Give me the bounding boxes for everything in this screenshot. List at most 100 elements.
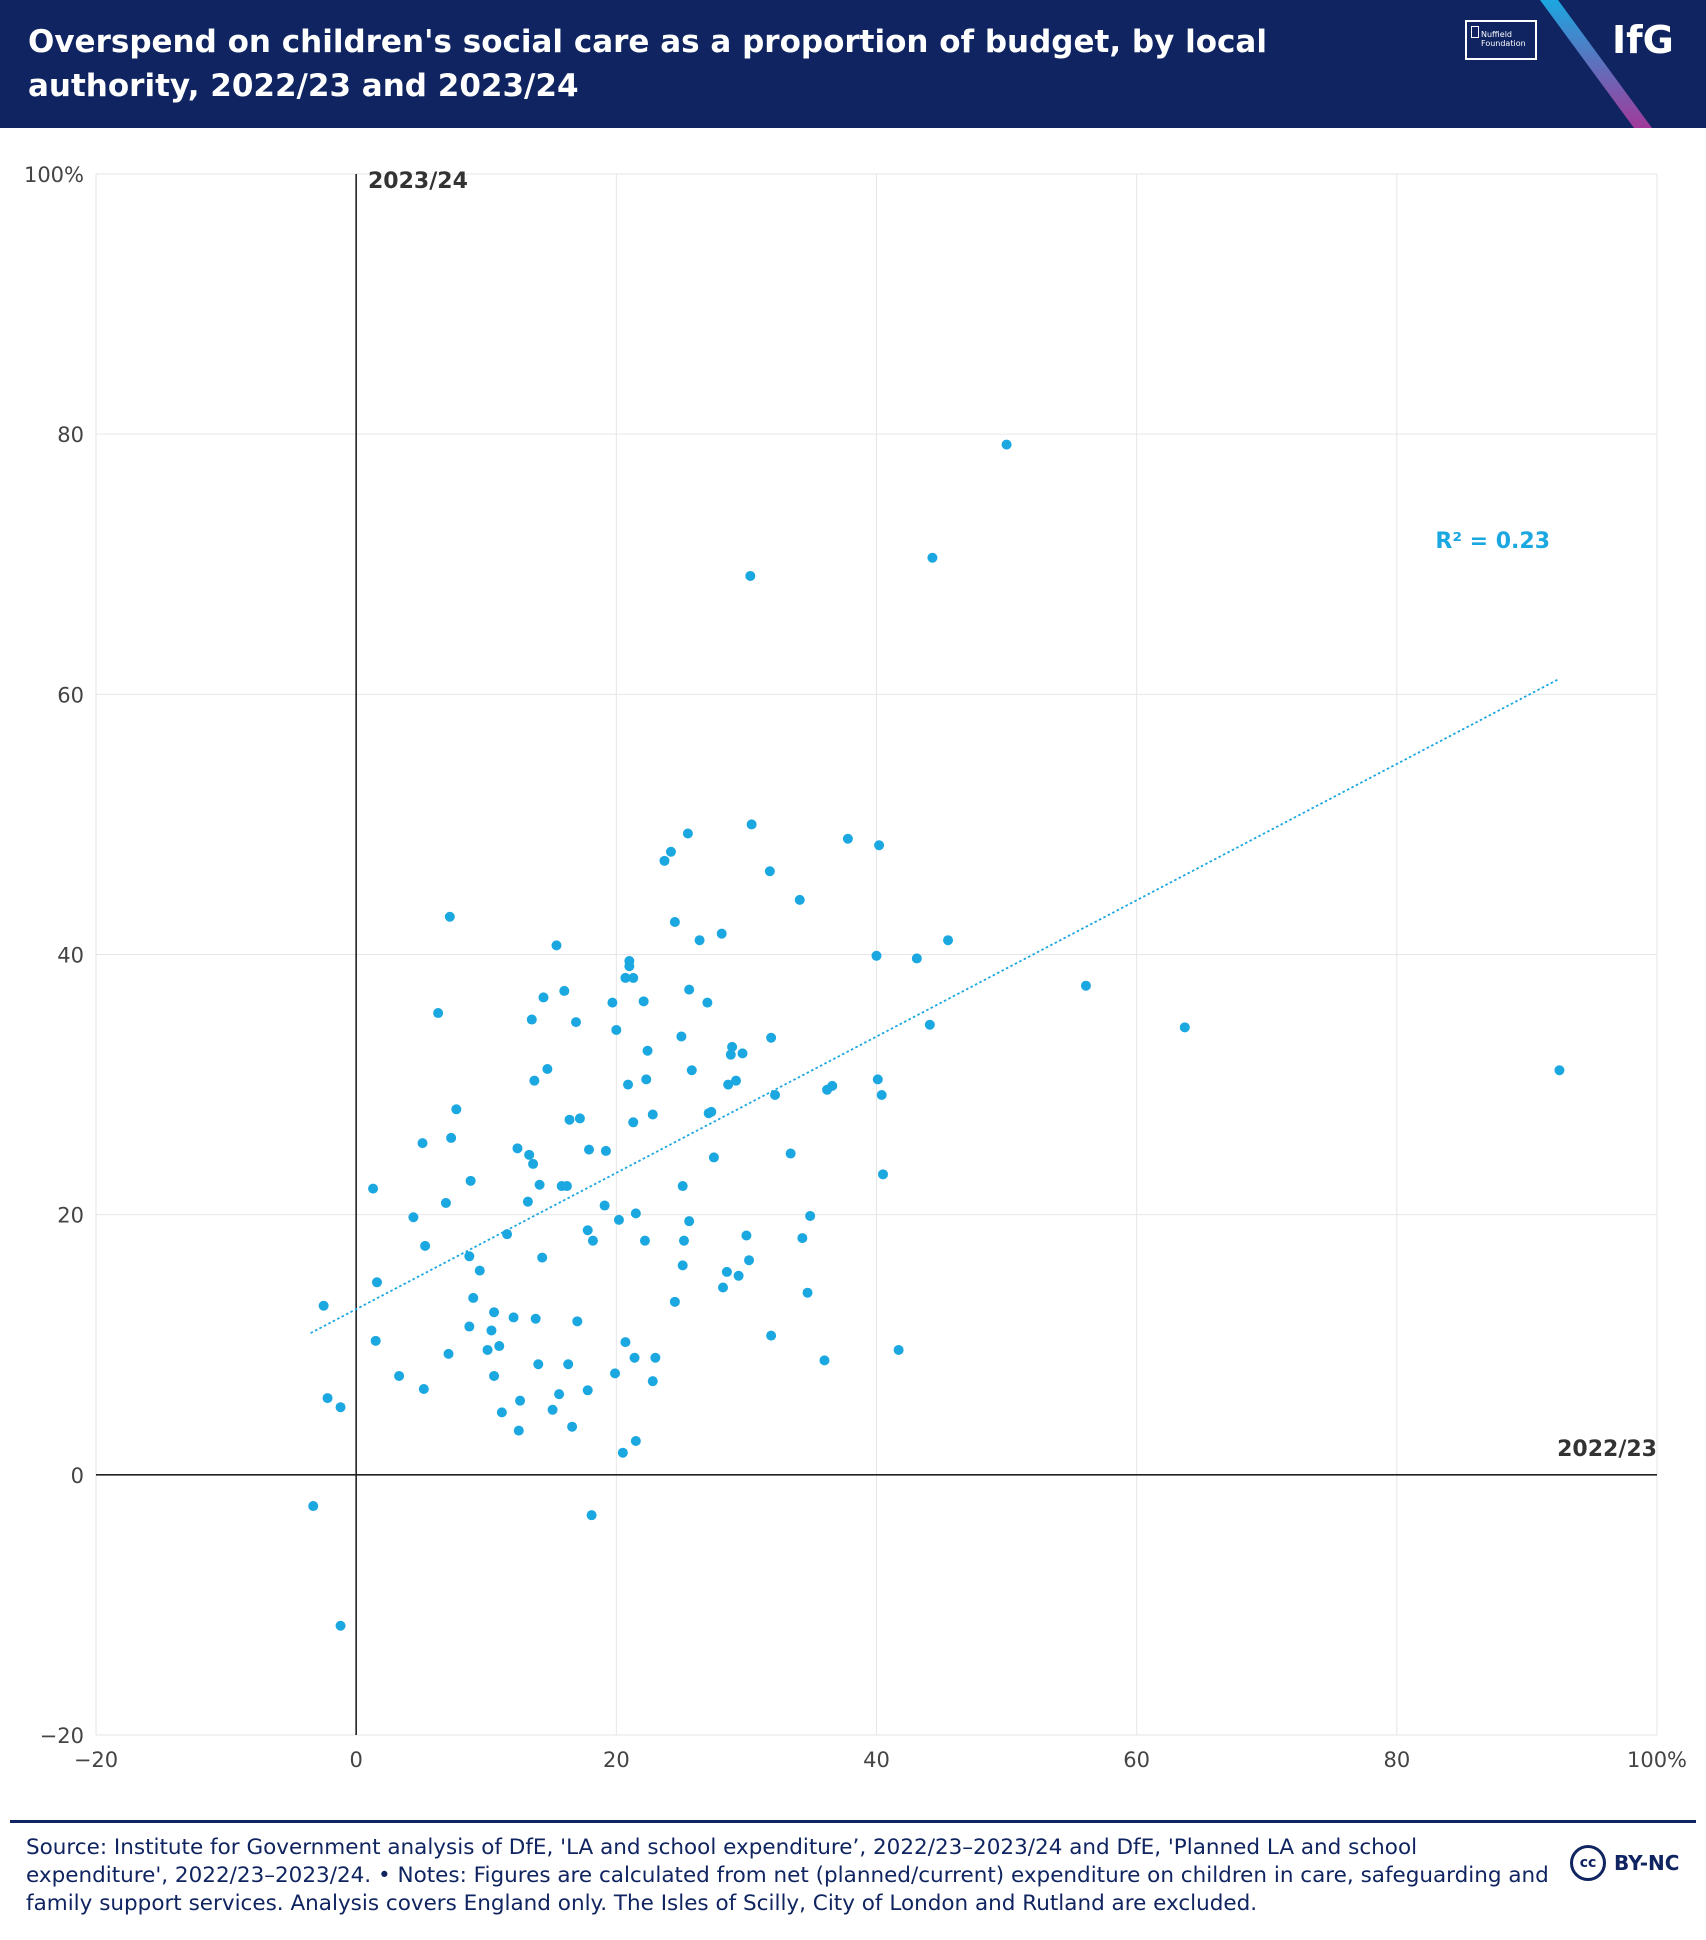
data-point [747,819,757,829]
data-point [610,1368,620,1378]
data-point [451,1104,461,1114]
data-point [624,961,634,971]
data-point [623,1080,633,1090]
data-point [319,1301,329,1311]
data-point [489,1307,499,1317]
data-point [559,986,569,996]
y-tick-label: 100% [24,163,84,187]
data-point [827,1081,837,1091]
data-point [336,1402,346,1412]
data-point [630,1353,640,1363]
data-point [734,1271,744,1281]
data-point [567,1422,577,1432]
data-point [943,935,953,945]
data-point [894,1345,904,1355]
data-point [843,834,853,844]
data-point [718,1283,728,1293]
creative-commons-icon: cc [1570,1845,1606,1881]
data-point [587,1510,597,1520]
x-tick-label: 20 [603,1748,630,1772]
data-point [805,1211,815,1221]
data-point [684,1216,694,1226]
data-point [717,929,727,939]
data-point [611,1025,621,1035]
data-point [475,1266,485,1276]
data-point [727,1042,737,1052]
data-point [563,1359,573,1369]
tick-labels: −20 0 20 40 60 80 100% −20 0 20 40 60 80 100% [24,163,1687,1772]
data-point [684,985,694,995]
data-point [583,1225,593,1235]
data-point [614,1215,624,1225]
data-point [912,953,922,963]
data-point [819,1355,829,1365]
data-point [878,1169,888,1179]
data-point [368,1184,378,1194]
y-axis-label: 2023/24 [368,169,468,194]
data-point [464,1322,474,1332]
ifg-logo: IfG [1612,18,1674,62]
data-point [441,1198,451,1208]
data-point [486,1325,496,1335]
data-point [670,917,680,927]
scatter-chart: −20 0 20 40 60 80 100% −20 0 20 40 60 80 100% 2022/23… [0,128,1706,1818]
data-point [308,1501,318,1511]
trendline-group [311,679,1560,1333]
data-point [1180,1022,1190,1032]
data-point [497,1407,507,1417]
x-axis-label: 2022/23 [1557,1437,1657,1462]
data-point [537,1253,547,1263]
data-point [533,1359,543,1369]
data-point [468,1293,478,1303]
data-point [1002,440,1012,450]
data-point [535,1180,545,1190]
header-banner: Overspend on children's social care as a… [0,0,1706,128]
data-point [509,1312,519,1322]
data-point [643,1046,653,1056]
data-point [676,1031,686,1041]
data-point [554,1389,564,1399]
data-point [483,1345,493,1355]
data-point [640,1236,650,1246]
x-tick-label: 60 [1123,1748,1150,1772]
data-point [795,895,805,905]
data-point [601,1146,611,1156]
data-point [466,1176,476,1186]
data-point [372,1277,382,1287]
data-point [765,866,775,876]
data-point [628,973,638,983]
data-point [528,1159,538,1169]
trendline [311,679,1560,1333]
data-point [731,1076,741,1086]
data-point [565,1115,575,1125]
data-point [741,1230,751,1240]
data-point [551,940,561,950]
data-point [371,1336,381,1346]
data-point [766,1331,776,1341]
data-point [583,1385,593,1395]
data-point [631,1208,641,1218]
data-point [877,1090,887,1100]
data-point [607,998,617,1008]
data-point [524,1150,534,1160]
data-point [515,1396,525,1406]
data-point [925,1020,935,1030]
data-point [408,1212,418,1222]
y-tick-label: 0 [71,1464,84,1488]
data-point [419,1384,429,1394]
data-point [542,1064,552,1074]
data-point [618,1448,628,1458]
data-point [648,1110,658,1120]
data-points [308,440,1564,1631]
y-tick-label: 60 [57,683,84,707]
data-point [512,1143,522,1153]
data-point [529,1076,539,1086]
data-point [502,1229,512,1239]
data-point [620,1337,630,1347]
data-point [588,1236,598,1246]
data-point [872,951,882,961]
x-tick-label: 100% [1627,1748,1687,1772]
data-point [803,1288,813,1298]
data-point [494,1341,504,1351]
data-point [679,1236,689,1246]
